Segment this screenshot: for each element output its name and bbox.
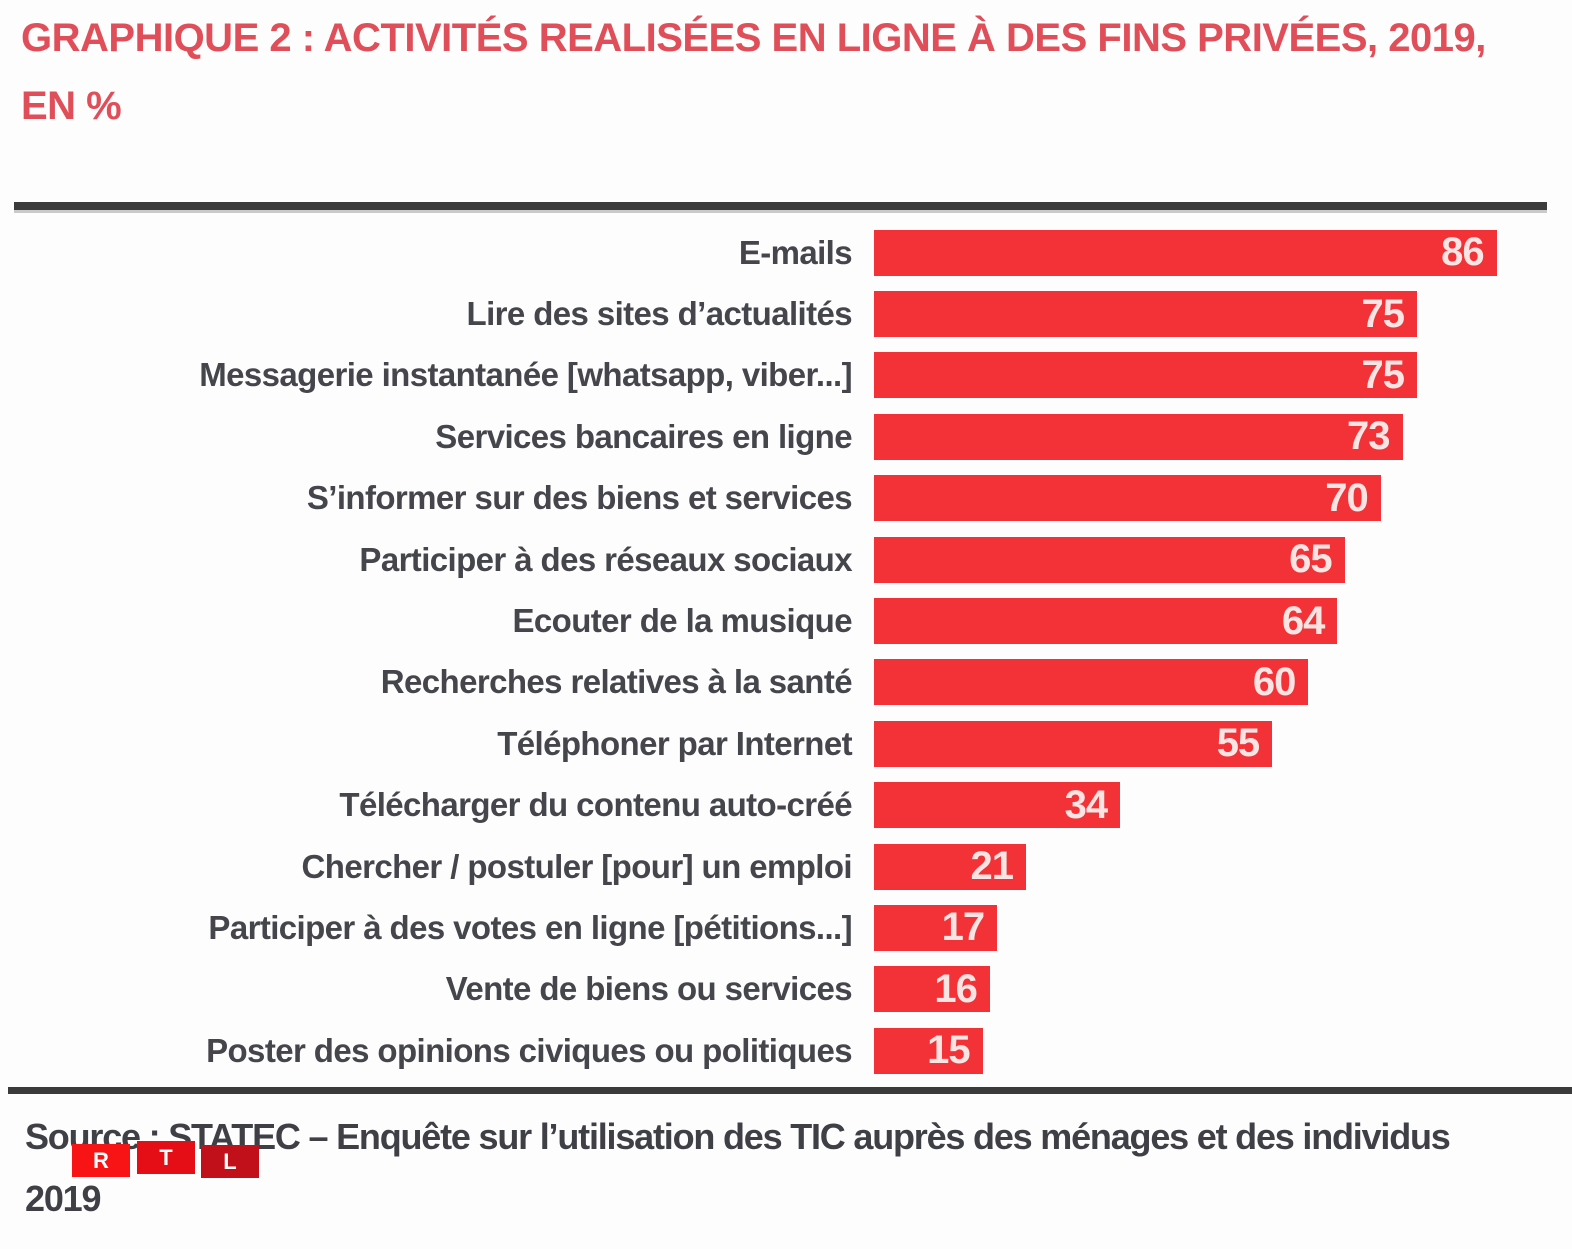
bar: 60 [874,659,1309,706]
bar-category-label: Participer à des votes en ligne [pétitio… [208,908,852,946]
source-caption-line2: 2019 [25,1178,101,1219]
bar-category-label: Télécharger du contenu auto-créé [339,786,852,824]
bar-category-label: S’informer sur des biens et services [306,479,853,517]
chart-title-line2: EN % [21,84,122,128]
bar: 16 [874,966,990,1013]
rtl-logo-letter-t: T [137,1141,195,1174]
chart-row: Services bancaires en ligne 73 [0,406,1572,467]
bar: 70 [874,475,1381,522]
bar-value-label: 60 [1252,659,1296,704]
chart-row: Participer à des réseaux sociaux 65 [0,529,1572,590]
chart-title: GRAPHIQUE 2 : ACTIVITÉS REALISÉES EN LIG… [21,4,1486,140]
bar-category-label: Lire des sites d’actualités [466,295,853,333]
bar-category-label: Participer à des réseaux sociaux [359,540,852,578]
bar-value-label: 64 [1281,598,1325,643]
bar: 86 [874,229,1497,276]
bar-value-label: 16 [934,966,977,1011]
chart-row: Poster des opinions civiques ou politiqu… [0,1020,1572,1081]
chart-row: Téléphoner par Internet 55 [0,713,1572,774]
bar-value-label: 17 [941,905,985,950]
bar: 64 [874,598,1338,645]
bar-value-label: 55 [1216,721,1260,766]
bar-category-label: Ecouter de la musique [512,602,853,640]
source-caption-line1: Source : STATEC – Enquête sur l’utilisat… [25,1116,1451,1157]
bar-chart: E-mails 86 Lire des sites d’actualités 75 Me… [0,222,1572,1081]
bar: 17 [874,904,998,951]
bar-value-label: 21 [970,844,1014,889]
bar: 55 [874,720,1273,767]
bar-value-label: 86 [1441,230,1484,275]
bar: 65 [874,536,1345,583]
chart-row: E-mails 86 [0,222,1572,283]
rtl-logo-letter-l: L [201,1145,259,1178]
bar-category-label: Vente de biens ou services [445,970,853,1008]
bar-value-label: 75 [1361,352,1405,397]
bar: 15 [874,1027,983,1074]
bar-value-label: 15 [927,1028,970,1073]
chart-row: Recherches relatives à la santé 60 [0,652,1572,713]
bar-value-label: 73 [1347,414,1390,459]
bottom-divider [8,1087,1572,1094]
bar-value-label: 70 [1325,475,1368,520]
bar-category-label: Recherches relatives à la santé [380,663,853,701]
bar-value-label: 34 [1064,782,1108,827]
chart-row: Lire des sites d’actualités 75 [0,283,1572,344]
chart-row: Participer à des votes en ligne [pétitio… [0,897,1572,958]
bar-category-label: E-mails [738,233,853,271]
chart-row: Messagerie instantanée [whatsapp, viber.… [0,345,1572,406]
chart-row: Ecouter de la musique 64 [0,590,1572,651]
chart-row: Chercher / postuler [pour] un emploi 21 [0,836,1572,897]
bar-category-label: Services bancaires en ligne [435,417,852,455]
bar-value-label: 75 [1361,291,1405,336]
top-divider [14,202,1547,210]
bar-category-label: Messagerie instantanée [whatsapp, viber.… [199,356,852,394]
bar: 21 [874,843,1027,890]
bar-category-label: Chercher / postuler [pour] un emploi [301,847,853,885]
rtl-logo-letter-r: R [72,1144,130,1177]
bar-value-label: 65 [1289,537,1332,582]
chart-row: S’informer sur des biens et services 70 [0,468,1572,529]
bar-category-label: Téléphoner par Internet [497,724,852,762]
chart-row: Vente de biens ou services 16 [0,959,1572,1020]
chart-row: Télécharger du contenu auto-créé 34 [0,775,1572,836]
chart-title-line1: GRAPHIQUE 2 : ACTIVITÉS REALISÉES EN LIG… [21,16,1486,60]
bar: 75 [874,352,1417,399]
source-caption: Source : STATEC – Enquête sur l’utilisat… [25,1106,1451,1230]
bar: 75 [874,291,1417,338]
bar: 73 [874,413,1403,460]
bar-category-label: Poster des opinions civiques ou politiqu… [206,1031,853,1069]
bar: 34 [874,782,1121,829]
